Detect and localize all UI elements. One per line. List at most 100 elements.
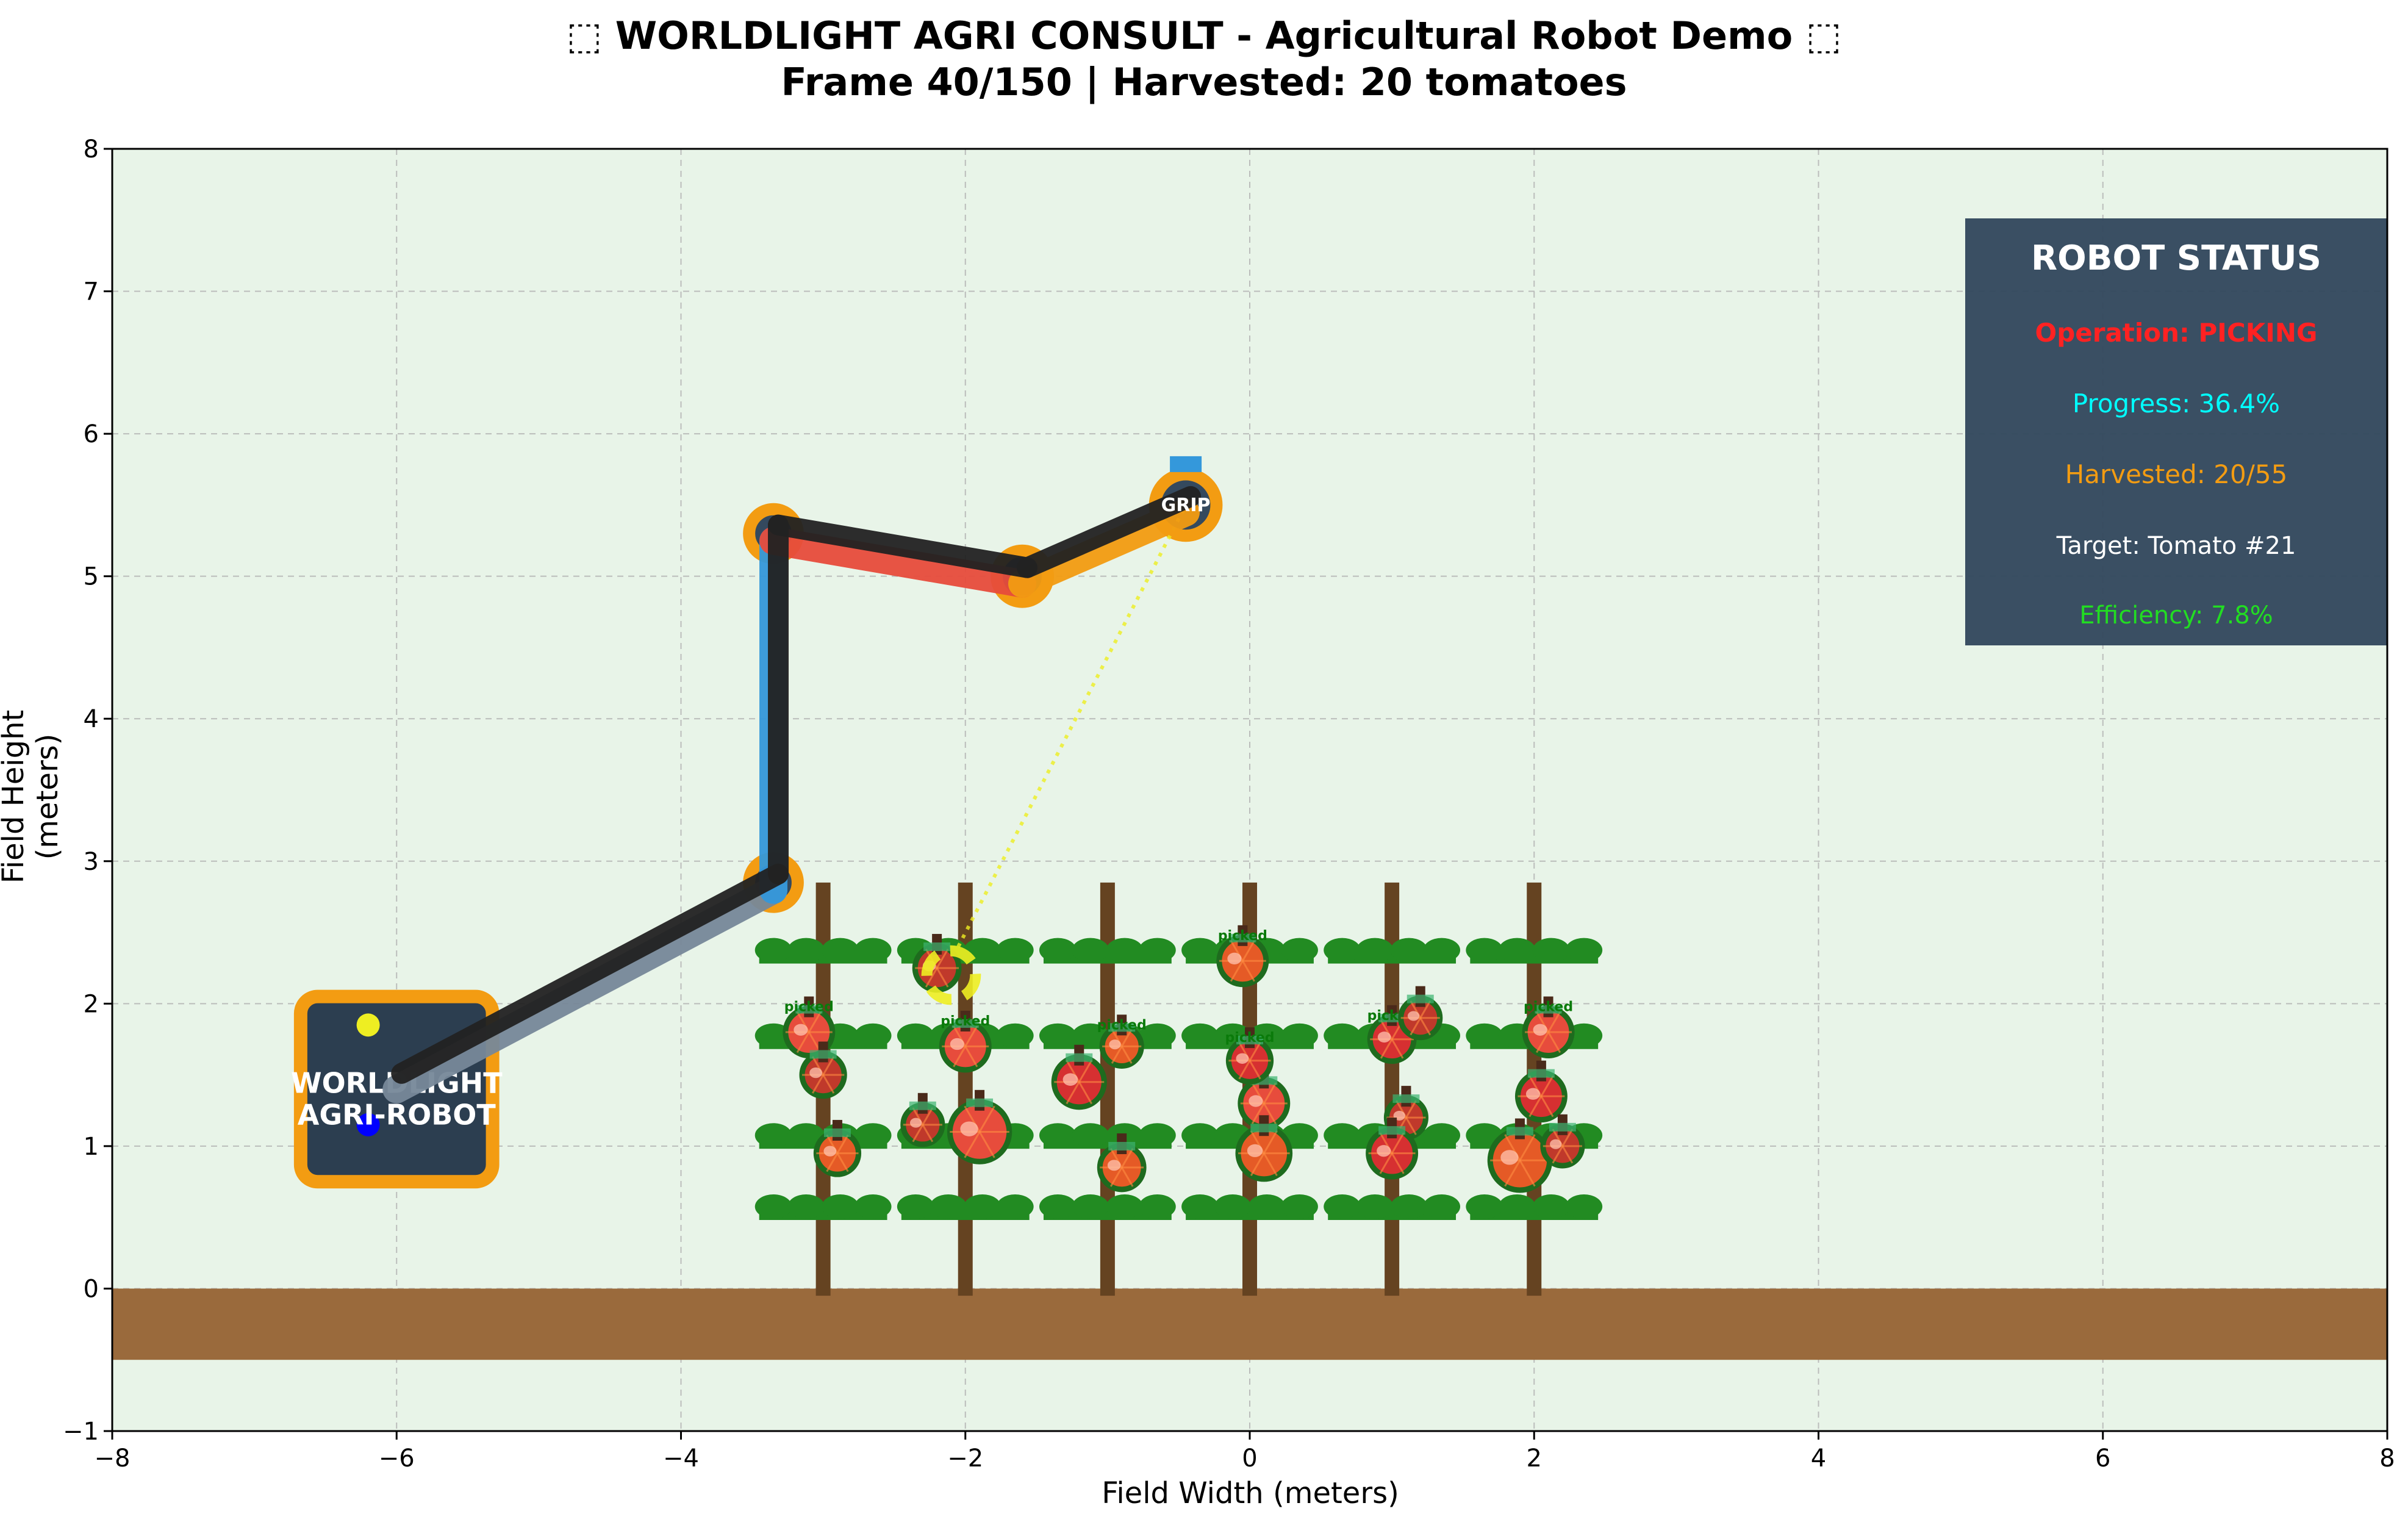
tomato-segment xyxy=(1120,1046,1133,1064)
y-tick-label: 3 xyxy=(84,848,99,876)
y-tick-label: 8 xyxy=(84,135,99,163)
leaf xyxy=(822,1194,859,1219)
y-axis-label: Field Height (meters) xyxy=(0,709,65,884)
tomato-segment xyxy=(808,1011,822,1033)
axis-ticks: −8 −6 −4 −2 0 2 4 6 8 −1 0 1 2 3 4 5 6 7 8 xyxy=(63,135,2395,1473)
leaf xyxy=(1072,1023,1109,1048)
leaf xyxy=(1181,938,1219,963)
tomato-segment xyxy=(964,1025,978,1047)
tomato-segment xyxy=(1120,1167,1134,1187)
leaf xyxy=(754,1194,792,1219)
status-efficiency: Efficiency: 7.8% xyxy=(2079,601,2273,630)
x-tick-label: 0 xyxy=(1242,1444,1257,1473)
leaf xyxy=(897,1023,934,1048)
status-panel-bg xyxy=(1965,218,2387,645)
leaf xyxy=(1423,938,1461,963)
tomato-calyx xyxy=(1535,1005,1562,1014)
x-tick-label: 4 xyxy=(1811,1444,1826,1473)
tomato-segment xyxy=(1547,1011,1561,1033)
tomato-segment xyxy=(1242,940,1255,962)
leaf xyxy=(997,938,1034,963)
tomato-segment xyxy=(1561,1146,1574,1164)
tomato-segment xyxy=(922,1124,934,1143)
leaf xyxy=(1356,1194,1394,1219)
gripper-top xyxy=(1170,456,1202,472)
ground-strip xyxy=(112,1288,2387,1360)
arm-segment xyxy=(1008,498,1200,598)
leaf xyxy=(1181,1194,1219,1219)
tomato-segment xyxy=(822,1056,835,1075)
tomato-label: picked xyxy=(1225,1030,1274,1046)
y-tick-label: 0 xyxy=(84,1275,99,1303)
leaf xyxy=(1181,1123,1219,1148)
leaf xyxy=(754,1123,792,1148)
leaf xyxy=(1248,1194,1286,1219)
tomato-segment xyxy=(796,1032,810,1053)
leaf xyxy=(854,1194,892,1219)
tomato-segment xyxy=(964,1131,981,1158)
tomato-segment xyxy=(1380,1038,1393,1059)
y-tick-label: 5 xyxy=(84,563,99,591)
leaf xyxy=(1324,938,1361,963)
tomato-highlight xyxy=(1247,1144,1263,1157)
tomato-segment xyxy=(1249,1042,1261,1061)
tomato-highlight xyxy=(1249,1095,1263,1107)
tomato-segment xyxy=(1519,1160,1536,1187)
tomato-segment xyxy=(1528,1096,1543,1118)
tomato-label: picked xyxy=(1218,928,1267,944)
tomato-highlight xyxy=(794,1024,808,1036)
leaf xyxy=(997,1194,1034,1219)
y-tick-label: −1 xyxy=(63,1418,99,1446)
leaf xyxy=(1281,1023,1318,1048)
status-panel: ROBOT STATUS Operation: PICKING Progress: … xyxy=(1965,218,2387,645)
leaf xyxy=(1324,1194,1361,1219)
tomato-highlight xyxy=(1377,1145,1391,1157)
tomato-segment xyxy=(1238,1060,1251,1080)
tomato-segment xyxy=(1419,1017,1432,1036)
arm-outline xyxy=(768,514,1037,578)
tomato-highlight xyxy=(1062,1073,1078,1086)
tomato-segment xyxy=(1230,960,1244,982)
leaf xyxy=(1181,1023,1219,1048)
tomato-label: picked xyxy=(1524,1000,1573,1015)
leaf xyxy=(787,1194,825,1219)
tomato-segment xyxy=(1078,1060,1093,1083)
leaf xyxy=(754,1023,792,1048)
tomato-highlight xyxy=(1236,1053,1249,1064)
tomato-segment xyxy=(1561,1128,1574,1147)
leaf xyxy=(1565,1194,1603,1219)
x-tick-label: −4 xyxy=(663,1444,699,1473)
leaf xyxy=(787,938,825,963)
tomato-segment xyxy=(1519,1134,1536,1161)
tomato-segment xyxy=(1250,1152,1265,1176)
tomato-highlight xyxy=(1109,1039,1121,1050)
leaf xyxy=(1565,938,1603,963)
status-harvested: Harvested: 20/55 xyxy=(2065,459,2288,489)
tomato-highlight xyxy=(823,1146,837,1157)
tomato-calyx xyxy=(1066,1053,1093,1062)
leaf xyxy=(1072,938,1109,963)
tomato-calyx xyxy=(1506,1127,1533,1136)
y-tick-label: 7 xyxy=(84,278,99,306)
tomato-highlight xyxy=(1550,1139,1562,1149)
x-tick-label: 8 xyxy=(2379,1444,2395,1473)
leaf xyxy=(1324,1123,1361,1148)
tomato-segment xyxy=(1242,960,1255,982)
tomato-segment xyxy=(826,1152,839,1172)
leaf xyxy=(1039,1194,1077,1219)
leaf xyxy=(1072,1194,1109,1219)
tomato-highlight xyxy=(809,1067,822,1078)
tomato-segment xyxy=(1405,1100,1417,1118)
x-tick-label: 6 xyxy=(2095,1444,2110,1473)
x-tick-label: −2 xyxy=(947,1444,983,1473)
leaf xyxy=(1532,938,1570,963)
status-progress: Progress: 36.4% xyxy=(2073,389,2280,418)
leaf xyxy=(1039,938,1077,963)
gripper-label: GRIP xyxy=(1161,495,1211,516)
y-tick-label: 4 xyxy=(84,705,99,733)
leaf xyxy=(1281,1123,1318,1148)
leaf xyxy=(1466,1194,1503,1219)
leaf xyxy=(1281,1194,1318,1219)
